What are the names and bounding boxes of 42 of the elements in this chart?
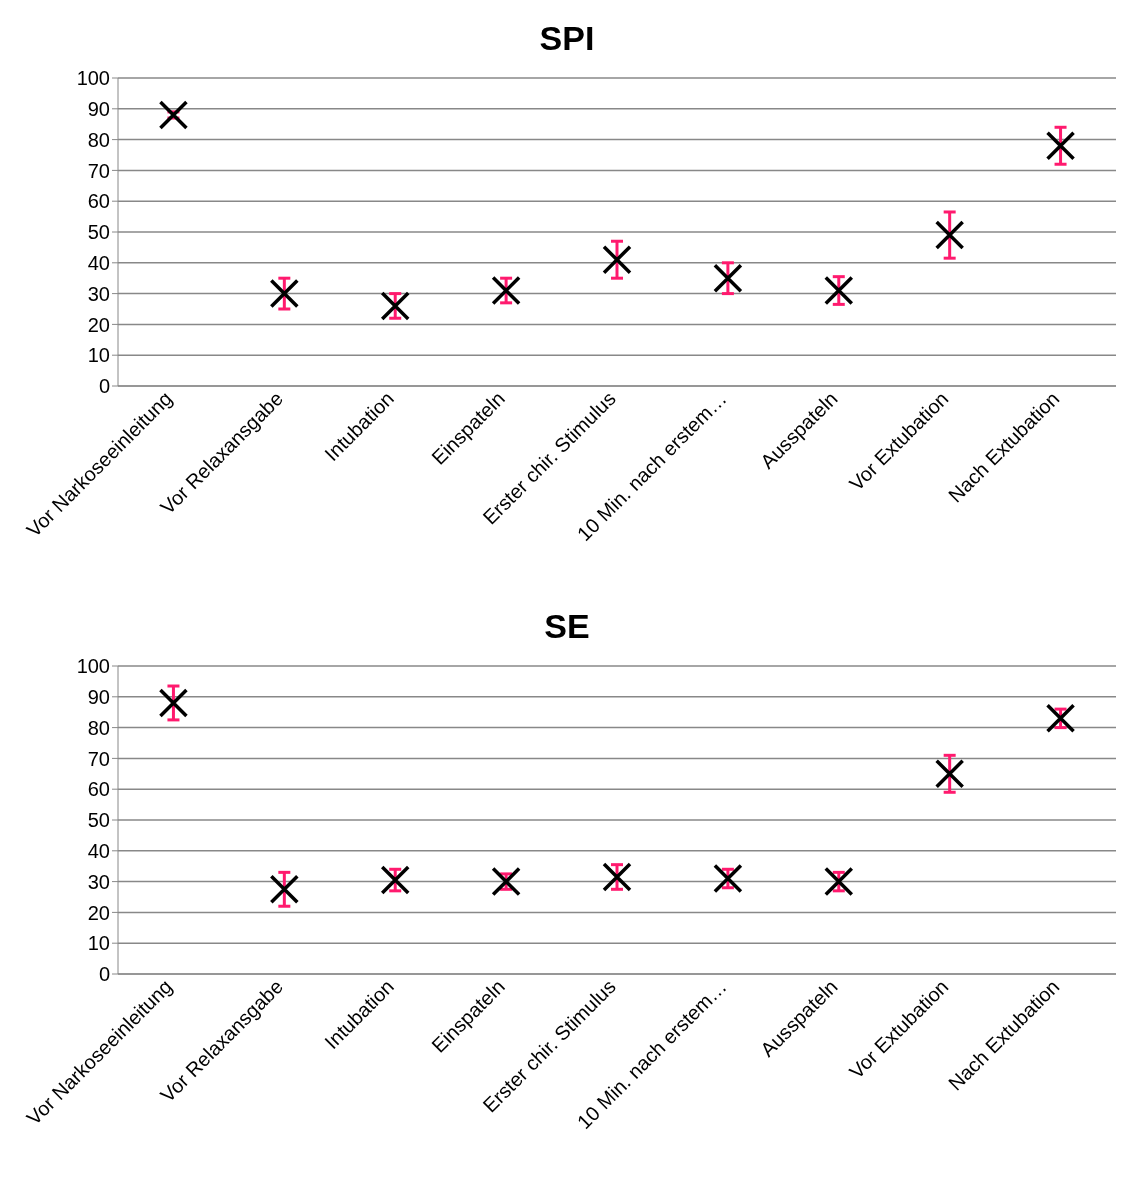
y-tick-label: 10 bbox=[87, 932, 110, 955]
point bbox=[602, 862, 632, 892]
point bbox=[1045, 703, 1076, 734]
y-tick-label: 30 bbox=[87, 870, 110, 893]
y-tick-label: 40 bbox=[87, 251, 110, 274]
point bbox=[380, 865, 410, 895]
point bbox=[491, 866, 521, 897]
y-tick-label: 100 bbox=[76, 655, 110, 678]
y-tick-label: 10 bbox=[87, 344, 110, 367]
point bbox=[158, 688, 189, 718]
point bbox=[602, 244, 632, 275]
y-tick-label: 70 bbox=[87, 159, 110, 182]
chart-title: SE bbox=[543, 606, 591, 647]
y-tick-label: 70 bbox=[87, 747, 110, 770]
y-tick-label: 100 bbox=[76, 67, 110, 90]
y-tick-label: 40 bbox=[87, 839, 110, 862]
y-tick-label: 60 bbox=[87, 190, 110, 213]
point bbox=[824, 866, 854, 897]
y-tick-label: 90 bbox=[87, 97, 110, 120]
y-tick-label: 0 bbox=[98, 963, 110, 986]
point bbox=[269, 874, 300, 905]
y-tick-label: 50 bbox=[87, 809, 110, 832]
y-tick-label: 0 bbox=[98, 375, 110, 398]
y-tick-label: 80 bbox=[87, 716, 110, 739]
y-tick-label: 20 bbox=[87, 901, 110, 924]
point bbox=[158, 100, 189, 130]
point bbox=[713, 263, 743, 293]
y-tick-label: 30 bbox=[87, 282, 110, 305]
point bbox=[491, 275, 521, 306]
y-tick-label: 20 bbox=[87, 313, 110, 336]
point bbox=[934, 220, 965, 250]
point bbox=[380, 291, 410, 321]
point bbox=[713, 863, 743, 894]
point bbox=[269, 278, 300, 309]
y-tick-label: 60 bbox=[87, 778, 110, 801]
y-tick-label: 80 bbox=[87, 128, 110, 151]
y-tick-label: 90 bbox=[87, 685, 110, 708]
y-tick-label: 50 bbox=[87, 221, 110, 244]
point bbox=[1045, 131, 1076, 161]
point bbox=[934, 759, 965, 789]
chart-title: SPI bbox=[538, 18, 596, 59]
point bbox=[824, 275, 854, 306]
